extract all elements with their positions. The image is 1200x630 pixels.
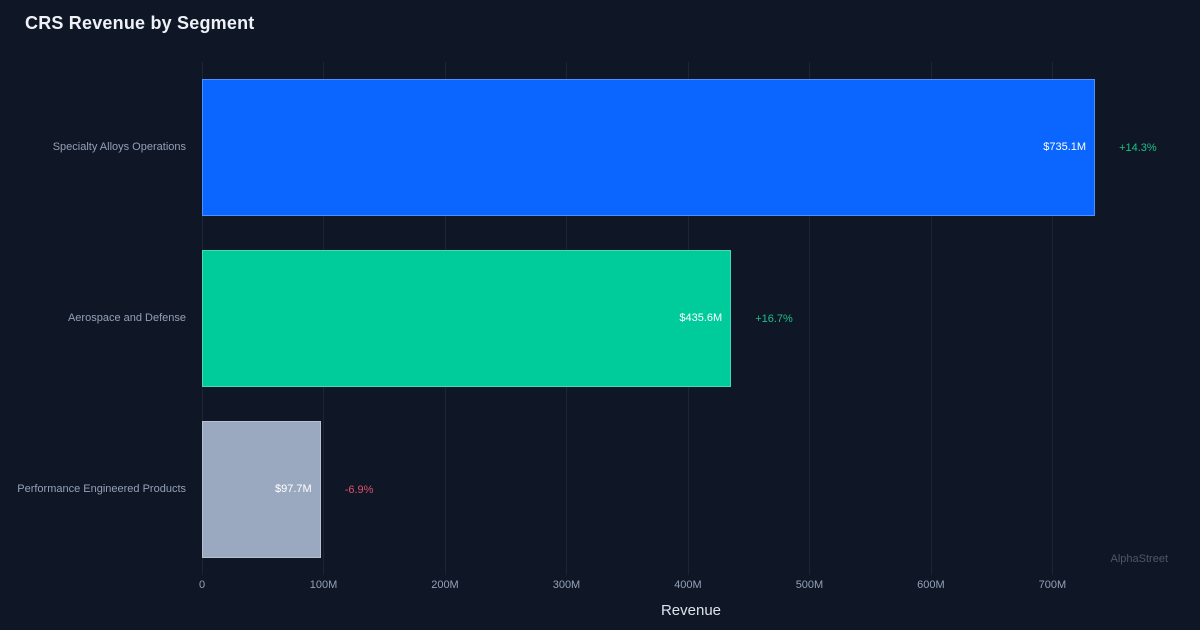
gridline [1052,62,1054,575]
bar-change-label: +16.7% [755,312,793,325]
category-label: Performance Engineered Products [17,482,186,495]
bar-value-label: $97.7M [274,483,312,496]
x-axis-tick-label: 500M [795,579,824,591]
x-axis-ticks: 0 100M 200M 300M 400M 500M 600M 700M [198,579,1180,595]
category-label: Aerospace and Defense [67,311,186,324]
watermark: AlphaStreet [1110,553,1168,565]
x-axis-tick-label: 700M [1038,579,1067,591]
bar-segment[interactable]: $735.1M [202,79,1096,216]
x-axis-label: Revenue [660,602,722,619]
x-axis-tick-label: 400M [674,579,702,591]
bar-row: $97.7M -6.9% [202,404,1180,575]
bar-value-label: $435.6M [679,312,723,325]
plot-area: $735.1M +14.3% $435.6M +16.7% $97.7M -6.9% Al… [202,62,1180,575]
category-labels: Specialty Alloys Operations Aerospace and… [0,62,194,575]
bar-segment[interactable]: $435.6M [202,250,732,387]
gridline [930,62,932,575]
bar-change-label: +14.3% [1119,141,1157,154]
x-axis-tick-label: 0 [198,579,206,591]
bar-value-label: $735.1M [1043,141,1087,154]
x-axis-tick-label: 100M [309,579,338,591]
bar-row: $735.1M +14.3% [202,62,1180,233]
bar-segment[interactable]: $97.7M [202,421,321,558]
x-axis-tick-label: 300M [552,579,581,591]
gridline [809,62,811,575]
chart-title: CRS Revenue by Segment [25,13,255,33]
x-axis-tick-label: 200M [431,579,459,591]
category-label: Specialty Alloys Operations [52,140,186,153]
bar-rows: $735.1M +14.3% $435.6M +16.7% $97.7M -6.9% [202,62,1180,575]
bar-row: $435.6M +16.7% [202,233,1180,404]
bar-change-label: -6.9% [344,483,374,496]
x-axis-tick-label: 600M [917,579,945,591]
